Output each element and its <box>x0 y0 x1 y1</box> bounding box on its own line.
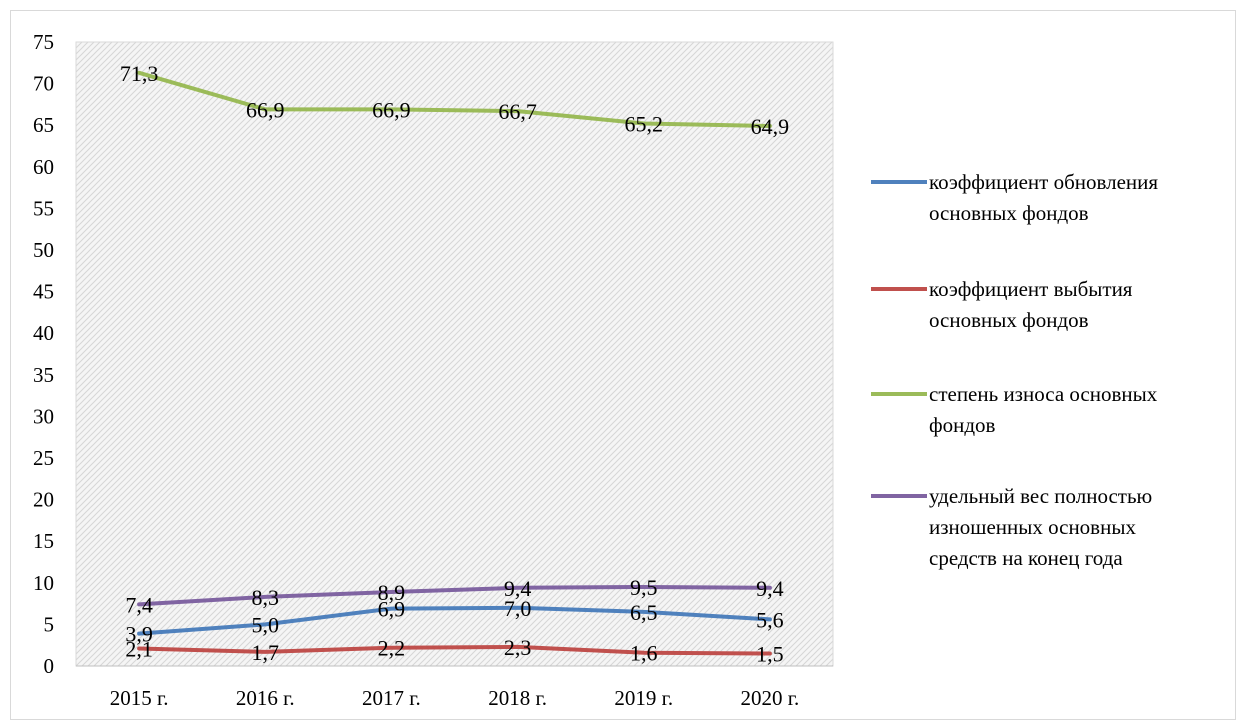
legend-label: изношенных основных <box>929 515 1136 539</box>
data-label: 1,7 <box>252 640 280 665</box>
y-tick-label: 40 <box>33 321 54 345</box>
data-label: 9,4 <box>504 576 532 601</box>
y-tick-label: 75 <box>33 30 54 54</box>
y-tick-label: 20 <box>33 488 54 512</box>
y-tick-label: 30 <box>33 404 54 428</box>
data-label: 66,9 <box>372 97 411 122</box>
series-line-2 <box>137 644 772 656</box>
x-tick-label: 2015 г. <box>110 686 169 710</box>
data-label: 1,5 <box>756 642 784 667</box>
y-tick-label: 10 <box>33 571 54 595</box>
data-label: 8,3 <box>252 585 280 610</box>
y-tick-label: 65 <box>33 113 54 137</box>
data-label: 64,9 <box>751 114 790 139</box>
data-label: 66,9 <box>246 97 285 122</box>
y-tick-label: 25 <box>33 446 54 470</box>
legend-label: основных фондов <box>929 308 1089 332</box>
legend-item-1: коэффициент обновления основных фондов <box>871 170 1158 225</box>
x-tick-label: 2016 г. <box>236 686 295 710</box>
legend-label: основных фондов <box>929 201 1089 225</box>
y-tick-label: 15 <box>33 529 54 553</box>
legend-label: фондов <box>929 413 996 437</box>
data-label: 65,2 <box>625 112 664 137</box>
legend-item-4: удельный вес полностью изношенных основны… <box>871 484 1152 570</box>
x-tick-label: 2019 г. <box>614 686 673 710</box>
x-tick-label: 2020 г. <box>741 686 800 710</box>
x-tick-label: 2017 г. <box>362 686 421 710</box>
legend-label: коэффициент выбытия <box>929 277 1133 301</box>
y-tick-label: 55 <box>33 196 54 220</box>
series-lines <box>137 70 772 656</box>
data-label: 8,9 <box>378 580 406 605</box>
series-line-3 <box>137 70 772 128</box>
data-label: 2,2 <box>378 636 406 661</box>
y-tick-label: 70 <box>33 72 54 96</box>
data-label: 9,4 <box>756 576 784 601</box>
data-label: 6,5 <box>630 600 658 625</box>
y-axis: 0 5 10 15 20 25 30 35 40 45 50 55 60 65 70 75 <box>33 30 54 678</box>
data-label: 2,3 <box>504 635 532 660</box>
data-label: 6,9 <box>378 597 406 622</box>
series-line-1 <box>137 605 772 636</box>
data-label: 5,6 <box>756 607 784 632</box>
legend-item-2: коэффициент выбытия основных фондов <box>871 277 1133 332</box>
legend-label: степень износа основных <box>929 382 1158 406</box>
data-label: 2,1 <box>125 637 153 662</box>
series-line-4 <box>137 585 772 607</box>
y-tick-label: 60 <box>33 155 54 179</box>
chart-frame: 0 5 10 15 20 25 30 35 40 45 50 55 60 65 70 75 2015 г. 20… <box>10 10 1236 720</box>
legend-label: удельный вес полностью <box>929 484 1152 508</box>
data-label: 7,0 <box>504 596 532 621</box>
data-label: 1,6 <box>630 641 658 666</box>
data-label: 66,7 <box>498 99 537 124</box>
data-label: 5,0 <box>252 612 280 637</box>
y-tick-label: 35 <box>33 363 54 387</box>
data-label: 9,5 <box>630 575 658 600</box>
legend-item-3: степень износа основных фондов <box>871 382 1158 437</box>
y-tick-label: 5 <box>44 612 55 636</box>
legend-label: коэффициент обновления <box>929 170 1158 194</box>
y-tick-label: 0 <box>44 654 55 678</box>
data-label: 3,9 <box>125 622 153 647</box>
data-labels: 3,9 5,0 6,9 7,0 6,5 5,6 2,1 1,7 2,2 2,3 1,6 1,5 71,3… <box>120 61 789 667</box>
plot-area <box>75 41 834 667</box>
legend-label: средств на конец года <box>929 546 1123 570</box>
data-label: 7,4 <box>125 592 153 617</box>
x-tick-label: 2018 г. <box>488 686 547 710</box>
y-tick-label: 45 <box>33 280 54 304</box>
x-axis: 2015 г. 2016 г. 2017 г. 2018 г. 2019 г. 2020 … <box>76 665 833 710</box>
data-label: 71,3 <box>120 61 159 86</box>
y-tick-label: 50 <box>33 238 54 262</box>
